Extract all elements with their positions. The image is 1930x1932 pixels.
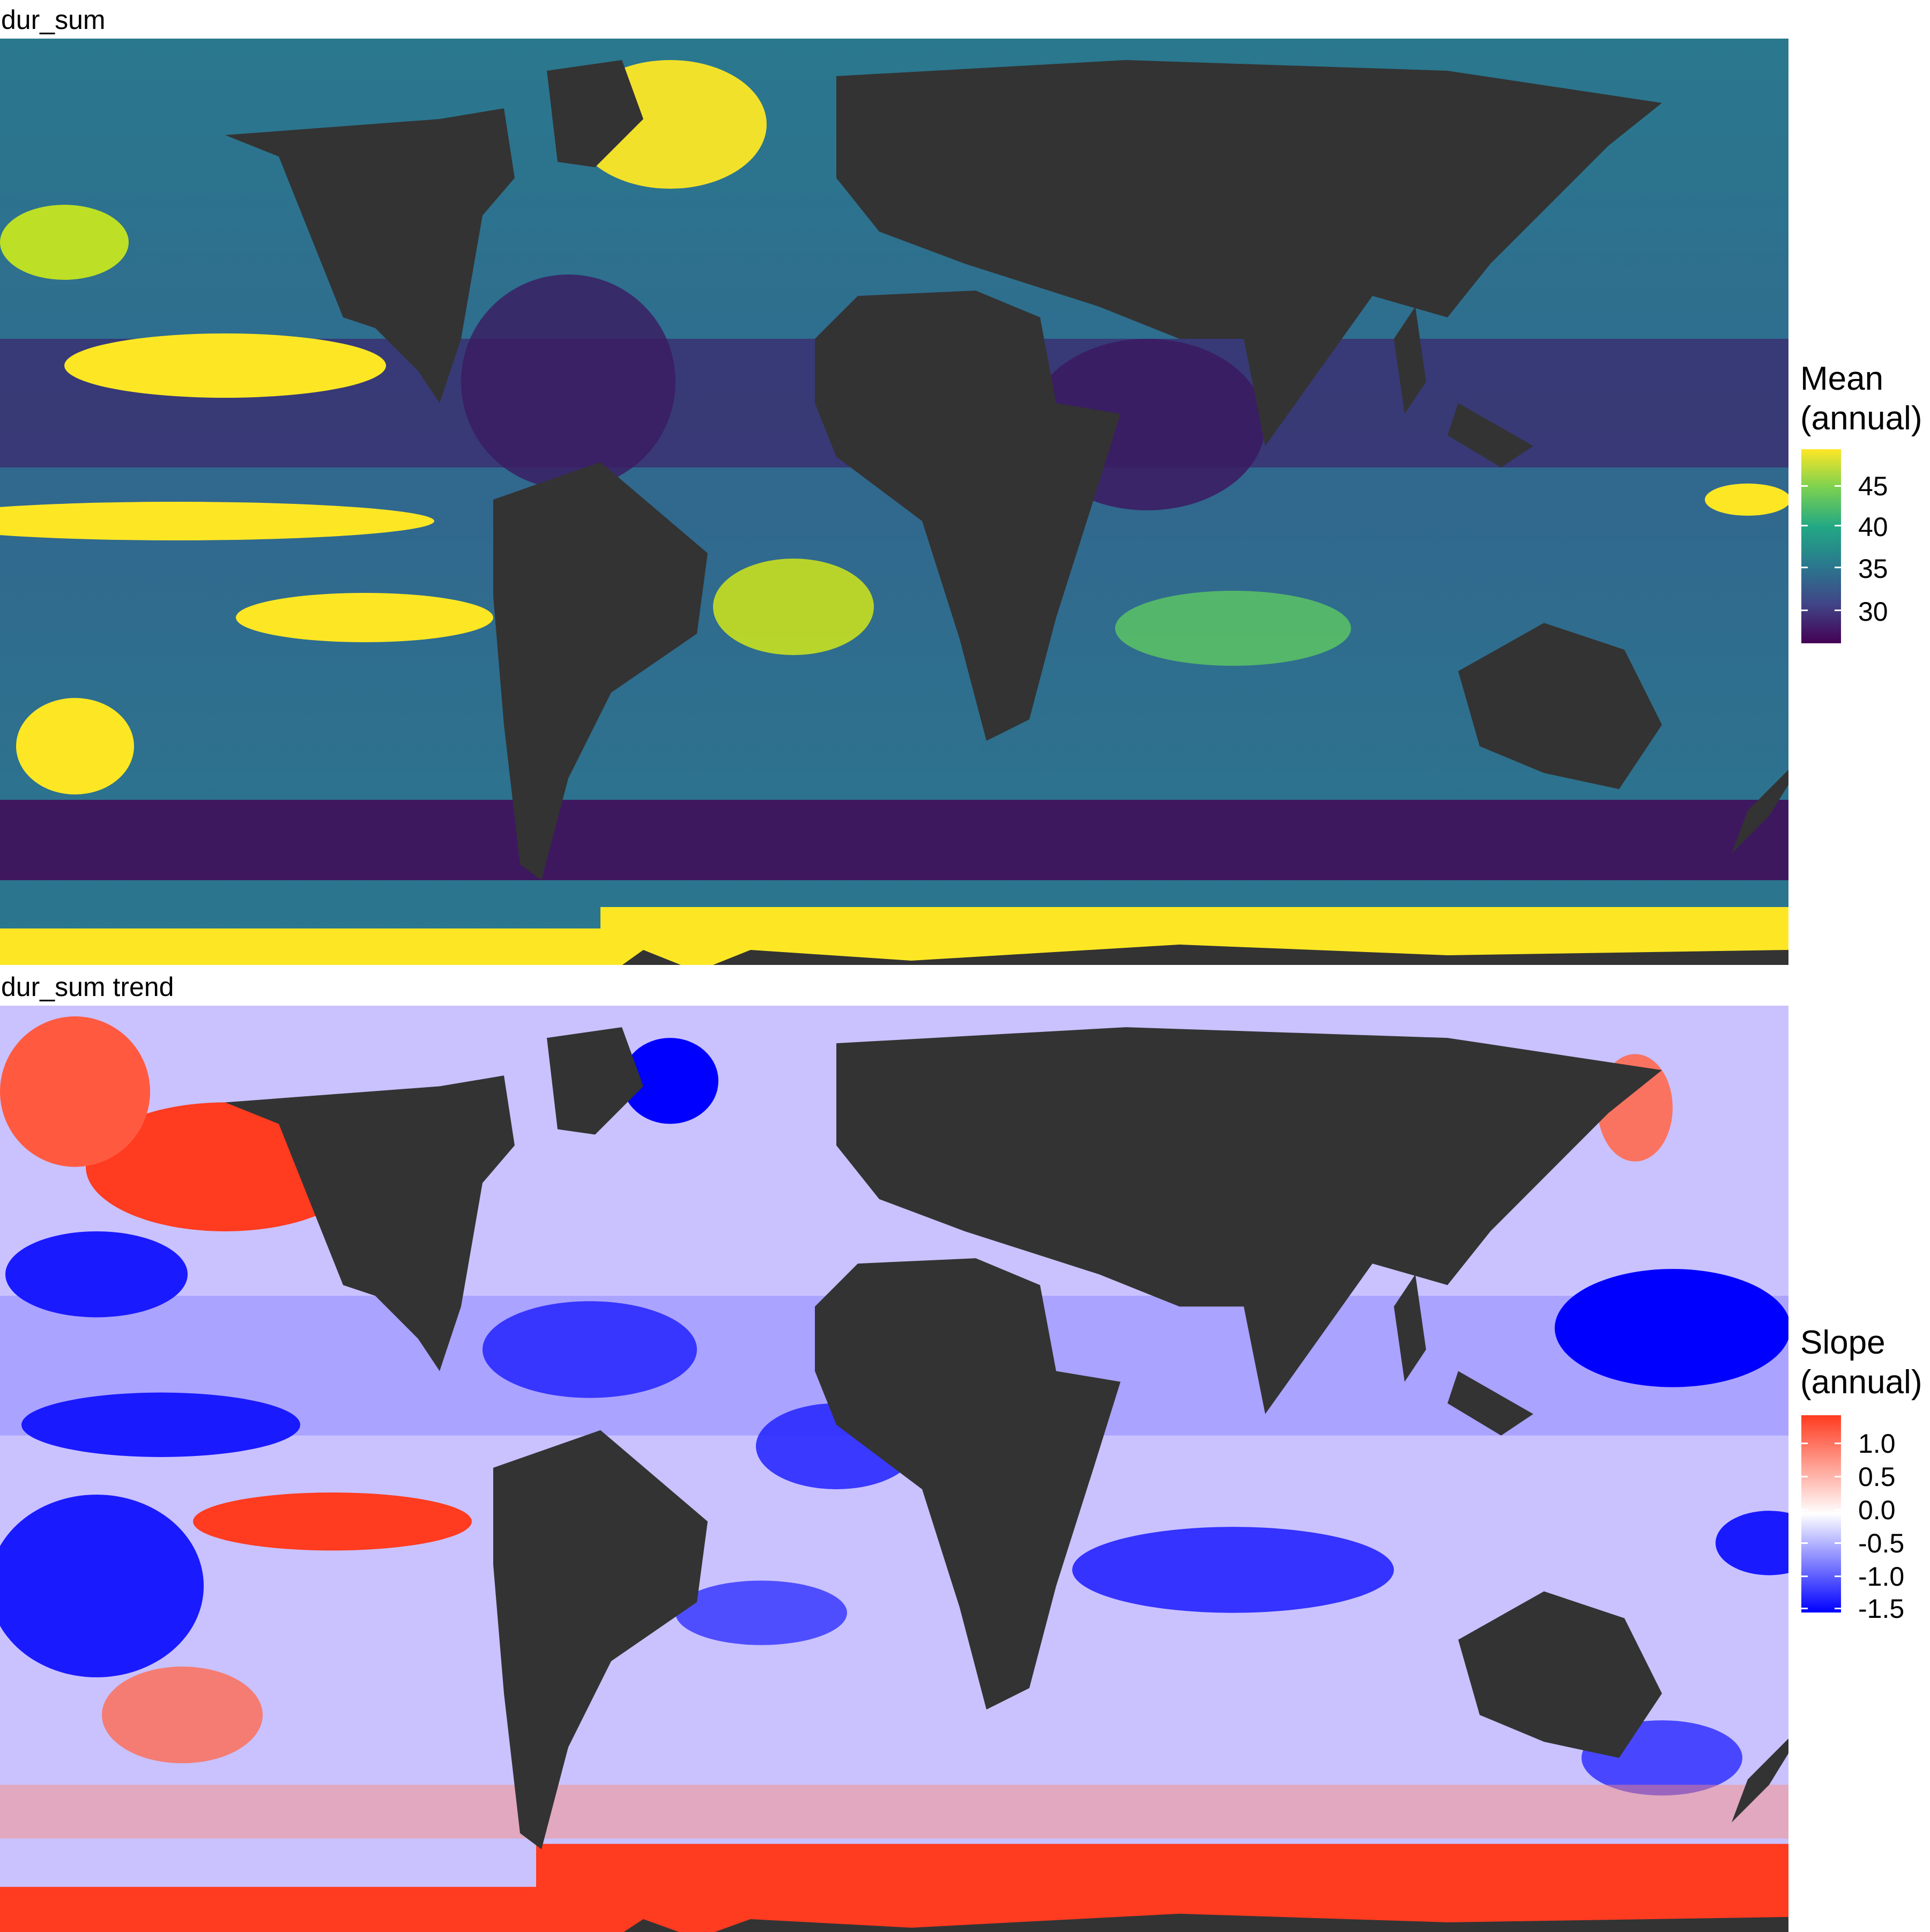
land-trend [225,1027,1788,1932]
tick-label-trend--0.5: -0.5 [1858,1528,1905,1558]
tick-label-trend--1.5: -1.5 [1858,1594,1905,1624]
tick-label-mean-35: 35 [1858,554,1888,584]
tick-label-mean-30: 30 [1858,597,1888,627]
tick-label-mean-45: 45 [1858,471,1888,501]
land-mean [225,60,1788,965]
map-trend [0,1006,1788,1932]
legend-title-trend-line2: (annual) [1800,1364,1922,1401]
tick-label-trend-1.0: 1.0 [1858,1429,1896,1459]
legend-title-mean-line1: Mean [1800,360,1884,397]
tick-label-mean-40: 40 [1858,512,1888,542]
legend-title-trend-line1: Slope [1800,1324,1886,1361]
map-mean [0,39,1788,965]
legend-mean: Mean (annual) 45 40 35 30 [1800,359,1922,643]
panel-title-trend: dur_sum trend [1,972,174,1002]
tick-label-trend--1.0: -1.0 [1858,1562,1905,1592]
colorbar-mean [1801,449,1841,643]
panel-title-mean: dur_sum [1,5,106,35]
tick-label-trend-0.0: 0.0 [1858,1495,1896,1525]
tick-label-trend-0.5: 0.5 [1858,1462,1896,1492]
mean-bands [0,60,1788,965]
legend-trend: Slope (annual) 1.0 0.5 0.0 -0.5 -1.0 -1.… [1800,1323,1922,1622]
colorbar-trend [1801,1415,1841,1613]
trend-bands [0,1016,1788,1932]
legend-title-mean-line2: (annual) [1800,400,1922,437]
